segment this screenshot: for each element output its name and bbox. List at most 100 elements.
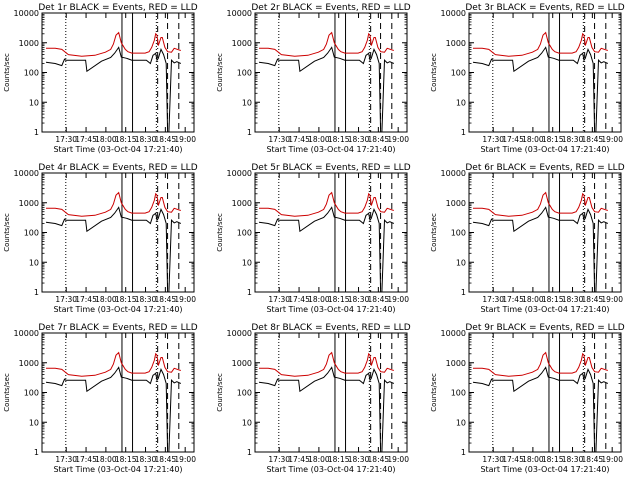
x-tick-label: 18:45	[155, 455, 177, 464]
x-axis-label: Start Time (03-Oct-04 17:21:40)	[480, 305, 609, 314]
x-tick-label: 18:45	[368, 295, 390, 304]
plot-frame	[41, 332, 195, 453]
y-tick-label: 10	[29, 258, 39, 267]
y-tick-label: 100	[24, 229, 39, 238]
x-tick-label: 18:15	[115, 135, 137, 144]
y-tick-label: 100	[451, 389, 466, 398]
y-tick-label: 10000	[227, 9, 252, 18]
y-axis-label: Counts/sec	[216, 213, 224, 252]
detector-panel-9: Det 9r BLACK = Events, RED = LLD Counts/s…	[430, 323, 625, 474]
detector-panel-4: Det 4r BLACK = Events, RED = LLD Counts/s…	[3, 163, 198, 314]
y-tick-label: 100	[237, 229, 252, 238]
x-tick-label: 18:30	[562, 135, 584, 144]
panel-title: Det 4r BLACK = Events, RED = LLD	[38, 163, 197, 173]
x-tick-label: 18:30	[562, 295, 584, 304]
y-tick-label: 10	[242, 258, 252, 267]
panel-title: Det 3r BLACK = Events, RED = LLD	[465, 3, 624, 13]
x-tick-label: 18:30	[348, 135, 370, 144]
x-tick-label: 18:15	[115, 455, 137, 464]
x-tick-label: 18:30	[135, 295, 157, 304]
y-tick-label: 1	[34, 448, 39, 457]
x-tick-label: 18:45	[368, 455, 390, 464]
detector-panel-1: Det 1r BLACK = Events, RED = LLD Counts/s…	[3, 3, 198, 154]
series-line-lld	[46, 31, 181, 57]
series-line-events	[45, 366, 182, 452]
x-tick-label: 18:00	[522, 295, 544, 304]
plot-frame	[254, 12, 408, 133]
x-tick-label: 17:30	[482, 295, 504, 304]
x-tick-label: 18:30	[348, 295, 370, 304]
series-line-lld	[46, 351, 181, 377]
x-axis-label: Start Time (03-Oct-04 17:21:40)	[266, 145, 395, 154]
y-tick-label: 100	[237, 69, 252, 78]
x-tick-label: 17:45	[288, 295, 310, 304]
x-tick-label: 19:00	[387, 295, 409, 304]
x-tick-label: 19:00	[601, 455, 623, 464]
y-tick-label: 1	[247, 448, 252, 457]
y-tick-label: 10	[29, 418, 39, 427]
x-tick-label: 18:15	[328, 135, 350, 144]
x-tick-label: 18:30	[135, 455, 157, 464]
y-tick-label: 10000	[441, 9, 466, 18]
y-tick-label: 10000	[227, 329, 252, 338]
x-axis-label: Start Time (03-Oct-04 17:21:40)	[53, 465, 182, 474]
y-tick-label: 1000	[232, 359, 252, 368]
panel-title: Det 5r BLACK = Events, RED = LLD	[251, 163, 410, 173]
series-line-events	[45, 206, 182, 292]
detector-panel-3: Det 3r BLACK = Events, RED = LLD Counts/s…	[430, 3, 625, 154]
x-axis-label: Start Time (03-Oct-04 17:21:40)	[266, 465, 395, 474]
x-tick-label: 17:45	[502, 295, 524, 304]
plot-frame	[468, 332, 622, 453]
detector-panel-5: Det 5r BLACK = Events, RED = LLD Counts/s…	[216, 163, 411, 314]
detector-panel-2: Det 2r BLACK = Events, RED = LLD Counts/s…	[216, 3, 411, 154]
x-axis-label: Start Time (03-Oct-04 17:21:40)	[53, 145, 182, 154]
x-tick-label: 18:15	[115, 295, 137, 304]
x-tick-label: 18:00	[522, 455, 544, 464]
plot-frame	[254, 332, 408, 453]
series-line-events	[472, 46, 609, 132]
x-tick-label: 19:00	[387, 455, 409, 464]
y-tick-label: 1	[247, 128, 252, 137]
y-tick-label: 1000	[446, 199, 466, 208]
x-tick-label: 17:45	[502, 455, 524, 464]
detector-panel-6: Det 6r BLACK = Events, RED = LLD Counts/s…	[430, 163, 625, 314]
y-tick-label: 10000	[441, 169, 466, 178]
x-tick-label: 18:00	[95, 295, 117, 304]
y-axis-label: Counts/sec	[430, 213, 438, 252]
x-tick-label: 19:00	[174, 135, 196, 144]
y-tick-label: 10000	[14, 329, 39, 338]
y-axis-label: Counts/sec	[3, 53, 11, 92]
y-tick-label: 10	[242, 98, 252, 107]
x-tick-label: 18:30	[562, 455, 584, 464]
x-tick-label: 18:15	[328, 295, 350, 304]
y-tick-label: 100	[24, 389, 39, 398]
y-tick-label: 1	[34, 128, 39, 137]
x-tick-label: 18:15	[328, 455, 350, 464]
x-tick-label: 18:00	[522, 135, 544, 144]
x-tick-label: 17:30	[482, 135, 504, 144]
series-line-events	[258, 46, 395, 132]
x-tick-label: 17:30	[55, 295, 77, 304]
x-tick-label: 18:45	[368, 135, 390, 144]
x-tick-label: 19:00	[387, 135, 409, 144]
y-tick-label: 1000	[232, 199, 252, 208]
series-line-events	[472, 366, 609, 452]
y-tick-label: 10000	[14, 169, 39, 178]
x-tick-label: 18:30	[135, 135, 157, 144]
y-tick-label: 1	[247, 288, 252, 297]
y-tick-label: 1000	[446, 39, 466, 48]
panel-title: Det 7r BLACK = Events, RED = LLD	[38, 323, 197, 333]
y-axis-label: Counts/sec	[216, 373, 224, 412]
y-axis-label: Counts/sec	[430, 373, 438, 412]
x-tick-label: 18:00	[308, 135, 330, 144]
x-tick-label: 17:30	[268, 135, 290, 144]
series-line-lld	[259, 191, 394, 217]
panel-title: Det 6r BLACK = Events, RED = LLD	[465, 163, 624, 173]
x-tick-label: 19:00	[601, 295, 623, 304]
plot-frame	[254, 172, 408, 293]
y-tick-label: 10000	[441, 329, 466, 338]
x-tick-label: 17:30	[268, 455, 290, 464]
series-line-lld	[259, 351, 394, 377]
plot-frame	[468, 12, 622, 133]
